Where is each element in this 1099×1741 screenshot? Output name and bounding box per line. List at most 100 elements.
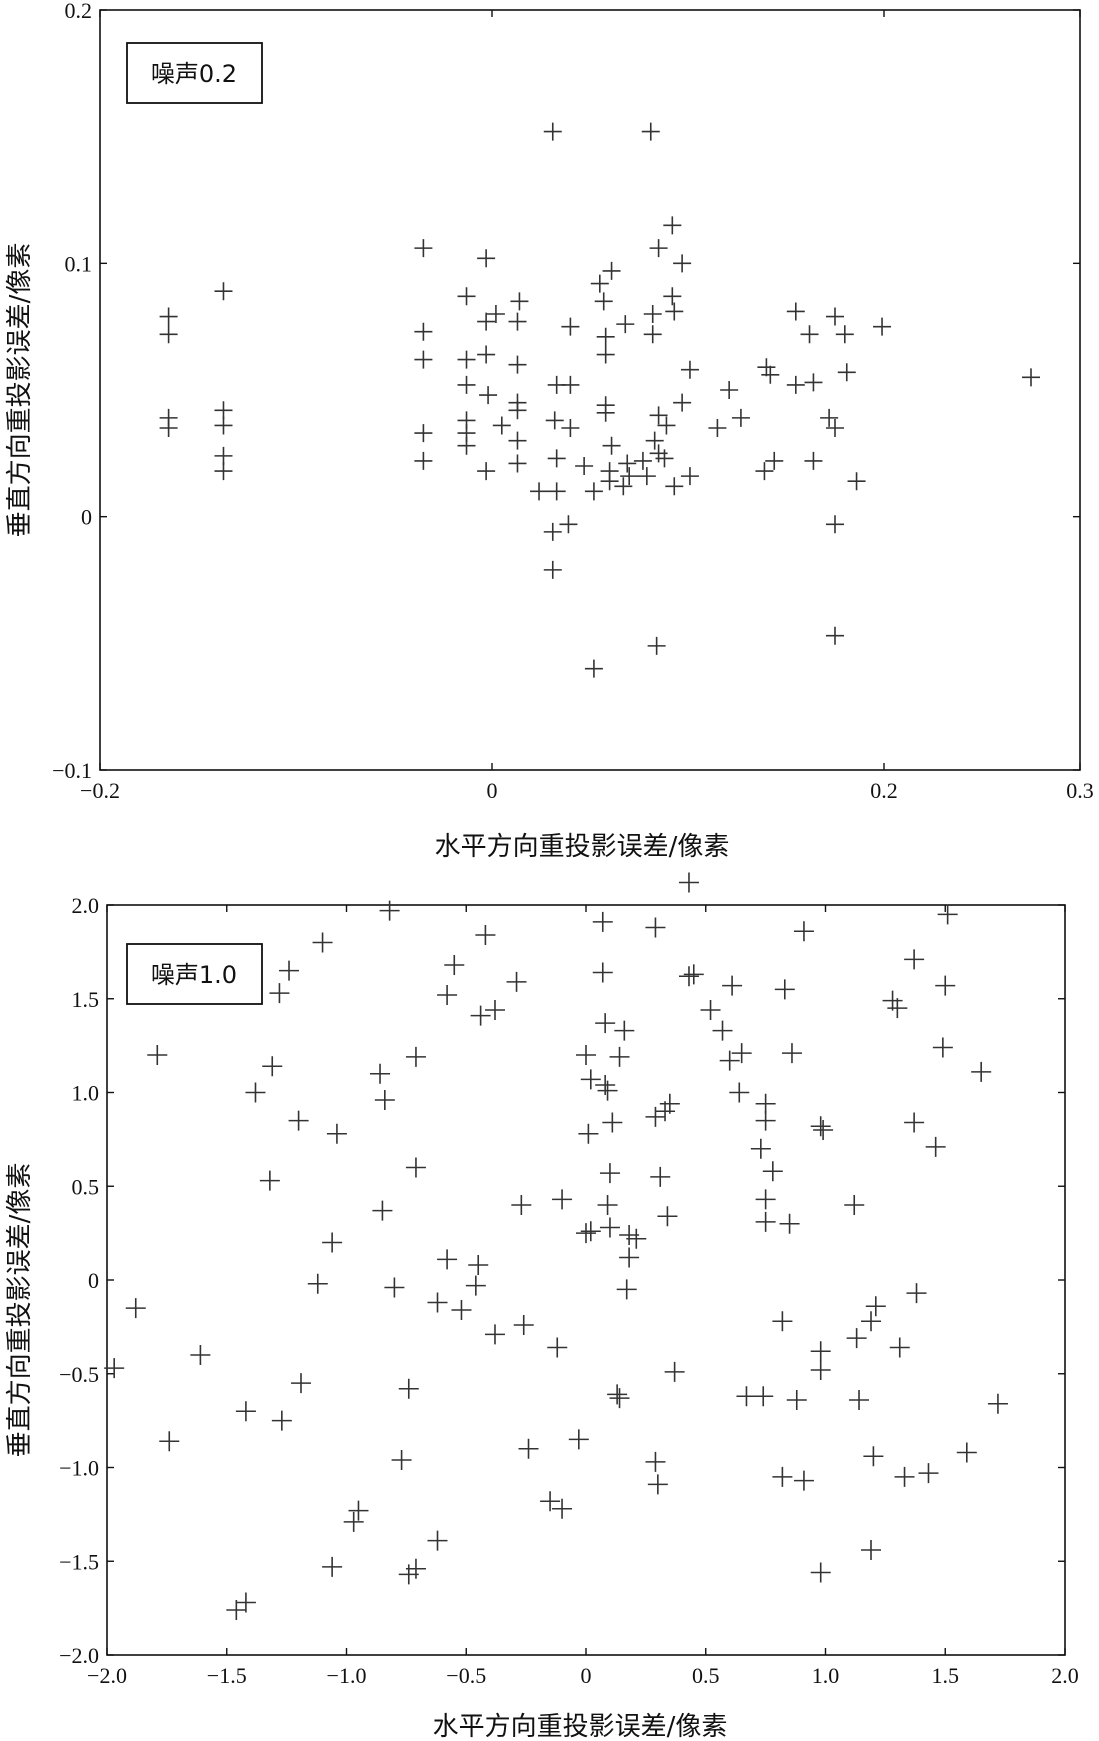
data-point xyxy=(414,424,433,443)
data-point xyxy=(508,355,527,374)
data-point xyxy=(290,1373,311,1394)
data-point xyxy=(226,1600,247,1620)
data-point xyxy=(414,322,433,341)
legend-label: 噪声1.0 xyxy=(151,961,237,989)
data-point xyxy=(398,1564,419,1585)
data-point xyxy=(678,966,699,987)
y-tick-label: −0.5 xyxy=(59,1362,99,1387)
data-point xyxy=(645,1451,666,1472)
data-point xyxy=(659,1093,680,1114)
data-point xyxy=(190,1345,211,1365)
data-point xyxy=(755,1189,776,1210)
data-point xyxy=(596,403,615,422)
data-point xyxy=(279,960,300,981)
data-point xyxy=(457,350,476,369)
data-point xyxy=(596,345,615,364)
data-point xyxy=(530,482,549,501)
data-point xyxy=(510,292,529,311)
data-point xyxy=(405,1157,426,1178)
data-point xyxy=(772,1311,793,1332)
data-point xyxy=(700,1000,721,1020)
data-point xyxy=(826,626,844,645)
data-point xyxy=(609,1046,630,1067)
y-tick-label: 0.2 xyxy=(65,0,93,23)
data-point xyxy=(673,393,692,412)
data-point xyxy=(614,477,633,496)
data-point xyxy=(616,315,635,334)
y-axis-label: 垂直方向重投影误差/像素 xyxy=(5,1163,35,1458)
data-point xyxy=(719,1050,740,1071)
data-point xyxy=(506,971,527,992)
plot-frame xyxy=(99,9,1081,771)
data-point xyxy=(887,998,908,1019)
y-tick-label: 0 xyxy=(81,505,92,530)
data-point xyxy=(259,1170,280,1191)
scatter-panel-noise-0-2: −0.2 0 0.2 0.3 −0.1 0 0.1 0.2 噪声0.2 水平方向重投影误差/像… xyxy=(5,0,1094,862)
data-point xyxy=(384,1277,405,1298)
data-point xyxy=(484,1324,505,1345)
data-point xyxy=(245,1082,266,1103)
data-point xyxy=(779,1213,800,1234)
data-point xyxy=(655,449,674,468)
data-point xyxy=(262,1056,283,1077)
data-point xyxy=(372,1200,393,1221)
data-point xyxy=(543,122,562,141)
data-point xyxy=(568,1429,589,1450)
data-point xyxy=(374,1090,395,1110)
data-point xyxy=(712,1020,733,1041)
data-point xyxy=(214,282,233,301)
data-point xyxy=(657,1206,678,1227)
data-point xyxy=(873,317,892,336)
data-point xyxy=(552,1498,573,1519)
data-point xyxy=(645,431,664,450)
data-point xyxy=(861,1311,882,1332)
data-point xyxy=(235,1401,256,1422)
data-point xyxy=(578,1123,599,1144)
data-point xyxy=(508,312,527,331)
data-point xyxy=(159,419,178,437)
data-point xyxy=(322,1232,343,1253)
data-point xyxy=(596,327,615,346)
data-point xyxy=(793,1470,814,1491)
data-point xyxy=(214,446,233,465)
data-point xyxy=(511,1195,532,1215)
data-point xyxy=(543,522,562,541)
data-point xyxy=(643,305,662,323)
data-point xyxy=(708,419,727,437)
data-point xyxy=(665,302,684,321)
data-point xyxy=(600,472,619,491)
data-point xyxy=(561,419,580,437)
data-point xyxy=(437,1249,458,1270)
data-point xyxy=(849,1390,870,1410)
data-point xyxy=(925,1136,946,1157)
data-point xyxy=(665,477,684,496)
data-point xyxy=(861,1540,882,1560)
data-point xyxy=(576,1045,596,1065)
data-point xyxy=(647,1474,668,1495)
data-point xyxy=(391,1450,412,1470)
data-point xyxy=(618,454,637,473)
data-point xyxy=(762,1161,783,1182)
data-point xyxy=(599,1163,620,1184)
data-point xyxy=(865,1296,886,1317)
data-point xyxy=(680,360,699,379)
data-point xyxy=(863,1446,884,1467)
data-point xyxy=(590,274,609,293)
data-point xyxy=(971,1061,992,1082)
data-point xyxy=(609,1388,630,1409)
data-point xyxy=(753,1386,774,1407)
x-axis-label: 水平方向重投影误差/像素 xyxy=(435,832,730,862)
legend-box xyxy=(126,943,263,1005)
data-point xyxy=(918,1463,939,1484)
data-point xyxy=(543,560,562,579)
data-point xyxy=(405,1046,426,1067)
data-point xyxy=(594,292,613,311)
data-point xyxy=(937,904,958,925)
data-point xyxy=(592,911,613,932)
data-point xyxy=(736,1386,757,1407)
data-point xyxy=(935,975,956,996)
data-point xyxy=(645,917,666,938)
data-point xyxy=(678,872,699,893)
data-point xyxy=(810,1116,831,1137)
data-point xyxy=(584,482,603,501)
